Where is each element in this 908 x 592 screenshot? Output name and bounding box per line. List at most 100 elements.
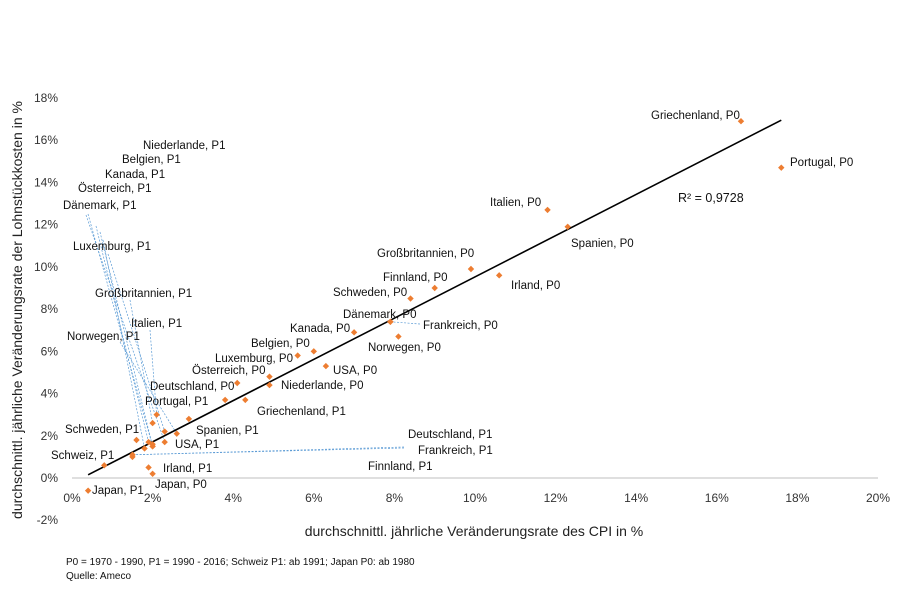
point-label: Belgien, P0 bbox=[251, 338, 310, 350]
point-label: Irland, P0 bbox=[511, 280, 560, 292]
point-label: Dänemark, P1 bbox=[63, 200, 137, 212]
x-tick-label: 14% bbox=[624, 491, 648, 505]
point-label: USA, P0 bbox=[333, 365, 377, 377]
point-label: Finnland, P0 bbox=[383, 272, 448, 284]
point-label: Griechenland, P1 bbox=[257, 406, 346, 418]
y-tick-label: 16% bbox=[34, 133, 58, 147]
point-label: Niederlande, P0 bbox=[281, 380, 363, 392]
data-point bbox=[778, 164, 785, 171]
point-label: Portugal, P0 bbox=[790, 157, 853, 169]
data-point bbox=[431, 284, 438, 292]
data-point bbox=[350, 329, 358, 336]
point-label: Norwegen, P1 bbox=[67, 331, 140, 343]
point-label: Großbritannien, P1 bbox=[95, 288, 192, 300]
point-label: Griechenland, P0 bbox=[651, 110, 740, 122]
data-point bbox=[221, 396, 229, 404]
y-tick-label: 18% bbox=[34, 91, 58, 105]
data-point bbox=[234, 379, 241, 387]
data-point bbox=[149, 419, 156, 427]
data-point bbox=[129, 453, 136, 461]
data-point bbox=[242, 396, 249, 404]
data-point bbox=[322, 362, 330, 370]
point-label: Italien, P1 bbox=[131, 318, 182, 330]
point-label: Großbritannien, P0 bbox=[377, 248, 474, 260]
source-note: Quelle: Ameco bbox=[66, 571, 132, 582]
point-label: Kanada, P1 bbox=[105, 169, 165, 181]
x-tick-label: 0% bbox=[63, 491, 81, 505]
data-point bbox=[101, 462, 108, 469]
point-label: Irland, P1 bbox=[163, 463, 212, 475]
trendline bbox=[87, 119, 782, 476]
data-point bbox=[153, 411, 160, 418]
data-point bbox=[310, 348, 317, 355]
y-tick-label: 6% bbox=[41, 344, 59, 358]
y-tick-label: 2% bbox=[41, 429, 59, 443]
leader-line bbox=[87, 213, 153, 447]
x-axis-title: durchschnittl. jährliche Veränderungsrat… bbox=[305, 523, 644, 539]
leader-line bbox=[132, 447, 405, 456]
x-tick-label: 8% bbox=[386, 491, 404, 505]
data-point bbox=[564, 223, 571, 230]
point-label: USA, P1 bbox=[175, 439, 219, 451]
x-tick-label: 10% bbox=[463, 491, 487, 505]
leader-line bbox=[132, 446, 405, 456]
point-label: Luxemburg, P1 bbox=[73, 241, 151, 253]
data-point bbox=[145, 464, 152, 471]
footnote: P0 = 1970 - 1990, P1 = 1990 - 2016; Schw… bbox=[66, 557, 415, 568]
x-tick-label: 4% bbox=[225, 491, 243, 505]
data-point bbox=[395, 333, 402, 340]
point-label: Schweden, P1 bbox=[65, 424, 139, 436]
leader-lines bbox=[85, 213, 421, 456]
data-point bbox=[84, 487, 92, 494]
y-tick-label: 4% bbox=[41, 387, 59, 401]
data-point bbox=[145, 438, 152, 446]
data-point bbox=[387, 318, 394, 325]
x-tick-label: 16% bbox=[705, 491, 729, 505]
data-point bbox=[467, 265, 475, 273]
y-tick-label: 10% bbox=[34, 260, 58, 274]
point-label: Italien, P0 bbox=[490, 197, 541, 209]
x-tick-label: 12% bbox=[544, 491, 568, 505]
x-tick-label: 2% bbox=[144, 491, 162, 505]
point-labels: Griechenland, P0 Portugal, P0 Italien, P0 S… bbox=[51, 110, 853, 497]
point-label: Norwegen, P0 bbox=[368, 342, 441, 354]
point-label: Japan, P0 bbox=[155, 479, 207, 491]
point-label: Österreich, P1 bbox=[78, 183, 152, 195]
data-point bbox=[737, 118, 745, 125]
y-tick-label: 14% bbox=[34, 175, 58, 189]
leader-line bbox=[119, 341, 178, 434]
leader-line bbox=[390, 321, 421, 325]
r-squared-label: R² = 0,9728 bbox=[678, 191, 744, 205]
data-point bbox=[173, 430, 180, 437]
y-tick-label: 8% bbox=[41, 302, 59, 316]
data-point bbox=[266, 381, 273, 389]
point-label: Finnland, P1 bbox=[368, 461, 433, 473]
data-point bbox=[544, 206, 551, 214]
x-tick-label: 20% bbox=[866, 491, 890, 505]
x-tick-label: 6% bbox=[305, 491, 323, 505]
data-point bbox=[407, 295, 414, 302]
point-label: Schweiz, P1 bbox=[51, 450, 114, 462]
point-label: Belgien, P1 bbox=[122, 154, 181, 166]
data-point bbox=[149, 470, 156, 477]
data-point bbox=[185, 415, 193, 423]
point-label: Dänemark, P0 bbox=[343, 309, 417, 321]
point-label: Schweden, P0 bbox=[333, 287, 407, 299]
point-label: Deutschland, P1 bbox=[408, 429, 492, 441]
point-label: Frankreich, P0 bbox=[423, 320, 498, 332]
leader-line bbox=[107, 253, 166, 432]
data-point bbox=[161, 428, 168, 435]
data-point bbox=[266, 373, 273, 380]
x-tick-label: 18% bbox=[785, 491, 809, 505]
data-points bbox=[84, 118, 785, 494]
data-point bbox=[161, 438, 168, 446]
y-tick-label: -2% bbox=[37, 513, 59, 527]
point-label: Spanien, P0 bbox=[571, 238, 634, 250]
x-tick-labels: 0% 2% 4% 6% 8% 10% 12% 14% 16% 18% 20% bbox=[63, 491, 890, 505]
y-tick-label: 0% bbox=[41, 471, 59, 485]
data-point bbox=[141, 445, 148, 452]
point-label: Japan, P1 bbox=[92, 485, 144, 497]
point-label: Spanien, P1 bbox=[196, 425, 259, 437]
point-label: Niederlande, P1 bbox=[143, 140, 225, 152]
